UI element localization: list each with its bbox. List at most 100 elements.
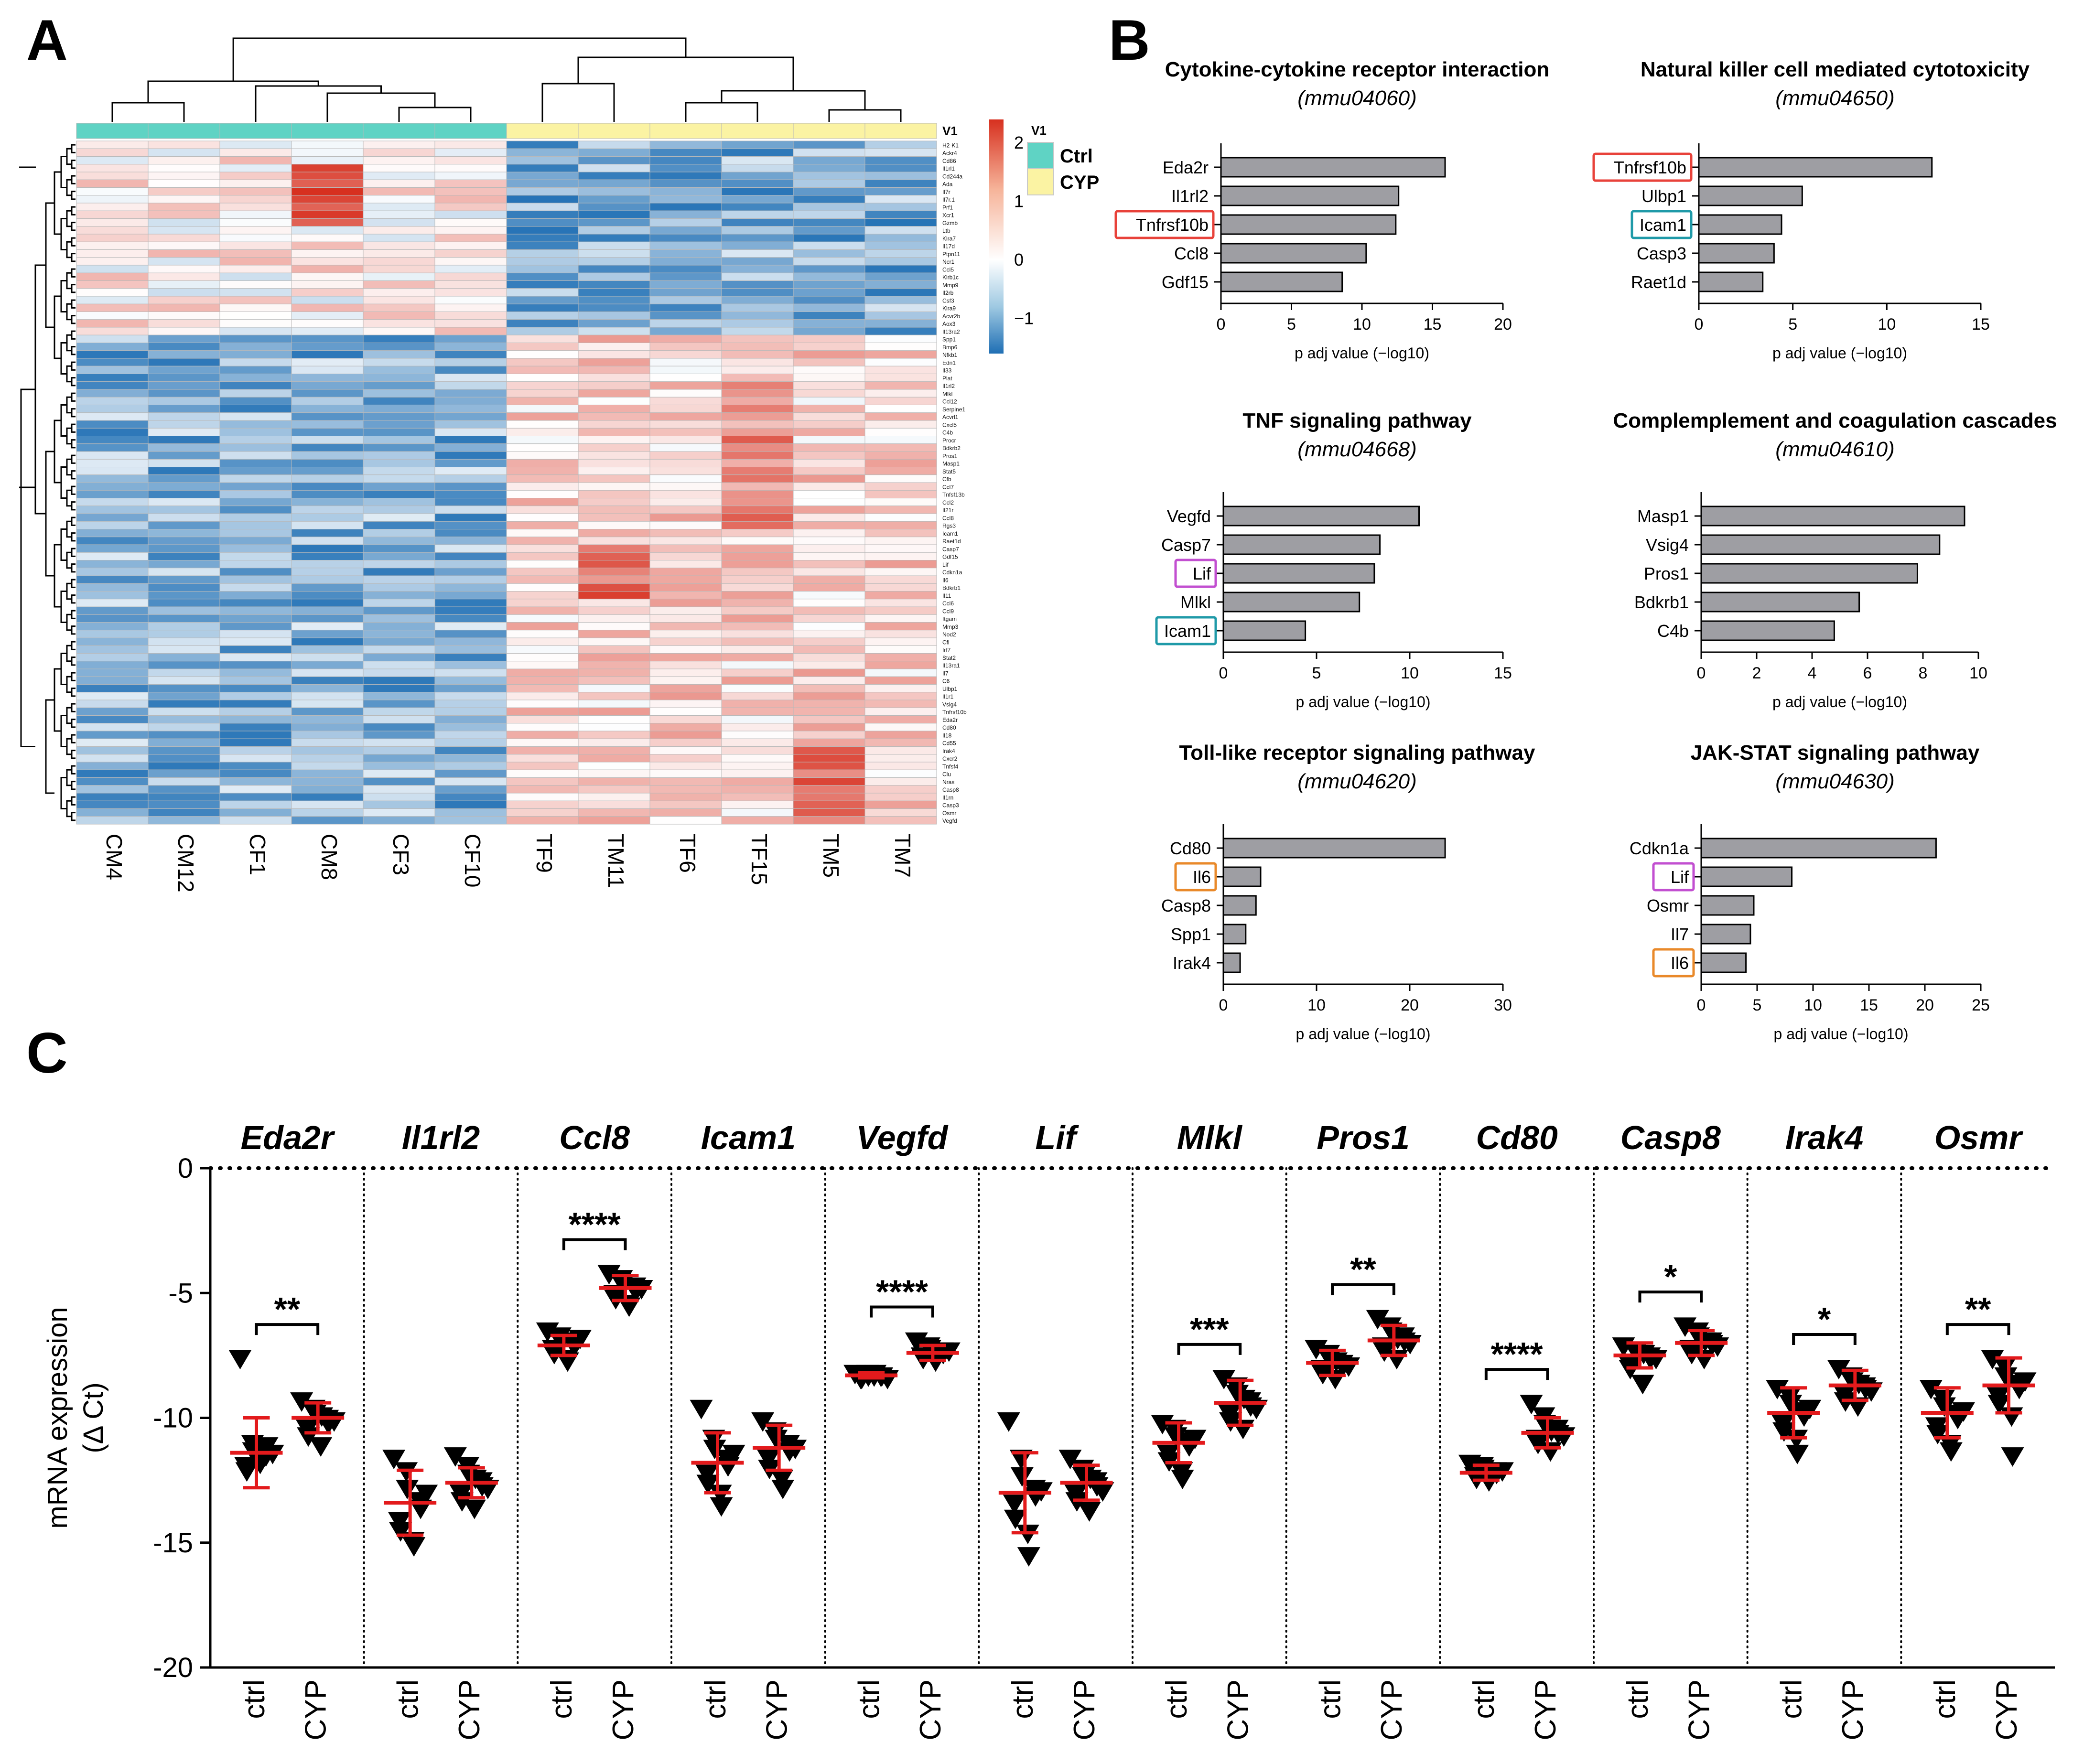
heatmap-cell [793, 785, 865, 794]
heatmap-cell [363, 140, 435, 149]
heatmap-cell [434, 436, 507, 444]
heatmap-cell [363, 389, 435, 398]
heatmap-cell [291, 568, 364, 576]
heatmap-annotation-cell [148, 123, 220, 139]
heatmap-cell [506, 731, 579, 739]
heatmap-gene-label: Tnfrsf10b [942, 709, 967, 716]
heatmap-cell [793, 583, 865, 592]
heatmap-cell [148, 234, 220, 242]
heatmap-cell [148, 272, 220, 281]
bar [1700, 620, 1835, 641]
heatmap-cell [649, 568, 722, 576]
heatmap-cell [864, 544, 937, 553]
row-dendrogram-branch [71, 423, 76, 433]
heatmap-cell [363, 568, 435, 576]
heatmap-gene-label: Tnfsf4 [942, 763, 959, 770]
heatmap-cell [76, 140, 149, 149]
heatmap-cell [578, 746, 650, 755]
heatmap-cell [76, 599, 149, 607]
heatmap-cell [793, 226, 865, 235]
heatmap-cell [649, 474, 722, 483]
heatmap-cell [434, 303, 507, 312]
heatmap-cell [434, 800, 507, 809]
data-point-triangle [1939, 1442, 1963, 1462]
bar-chart-x-tick-label: 15 [1972, 315, 1990, 333]
data-point-triangle [1619, 1360, 1642, 1379]
row-dendrogram-branch [60, 342, 67, 375]
heatmap-cell [291, 637, 364, 646]
bar-category-label: Gdf15 [1162, 272, 1209, 292]
heatmap-cell [864, 785, 937, 794]
row-dendrogram-branch [71, 470, 76, 480]
row-dendrogram-branch [54, 668, 61, 732]
heatmap-cell [363, 513, 435, 522]
heatmap-cell [578, 280, 650, 289]
bar [1700, 592, 1860, 613]
heatmap-cell [219, 529, 292, 538]
heatmap-cell [148, 529, 220, 538]
heatmap-cell [291, 606, 364, 615]
data-point-triangle [1231, 1420, 1255, 1440]
heatmap-cell [864, 249, 937, 258]
heatmap-cell [506, 684, 579, 693]
data-point-triangle [389, 1522, 412, 1542]
heatmap-cell [721, 179, 794, 188]
heatmap-cell [76, 381, 149, 390]
heatmap-cell [434, 699, 507, 708]
heatmap-cell [721, 482, 794, 491]
heatmap-cell [363, 769, 435, 778]
heatmap-cell [649, 529, 722, 538]
heatmap-cell [578, 334, 650, 343]
heatmap-cell [76, 327, 149, 335]
heatmap-cell [506, 800, 579, 809]
heatmap-cell [363, 684, 435, 693]
heatmap-cell [291, 630, 364, 638]
row-dendrogram-branch [71, 408, 76, 418]
heatmap-cell [291, 785, 364, 794]
heatmap-cell [76, 210, 149, 219]
bar-chart-x-label: p adj value (−log10) [1295, 344, 1429, 362]
bar [1700, 506, 1965, 527]
heatmap-cell [434, 358, 507, 366]
heatmap-cell [864, 769, 937, 778]
bar-chart-x-tick-label: 0 [1219, 664, 1228, 682]
heatmap-cell [291, 234, 364, 242]
heatmap-cell [148, 428, 220, 436]
heatmap-cell [291, 506, 364, 514]
heatmap-cell [148, 381, 220, 390]
heatmap-gene-label: Clu [942, 771, 951, 778]
heatmap-cell [434, 793, 507, 801]
heatmap-cell [434, 156, 507, 165]
heatmap-cell [434, 412, 507, 421]
heatmap-cell [793, 676, 865, 685]
heatmap-cell [506, 381, 579, 390]
heatmap-cell [649, 459, 722, 467]
heatmap-cell [363, 234, 435, 242]
heatmap-cell [864, 241, 937, 250]
heatmap-cell [578, 684, 650, 693]
heatmap-cell [864, 164, 937, 172]
heatmap-cell [363, 366, 435, 374]
data-point-triangle [1926, 1425, 1949, 1444]
heatmap-cell [578, 816, 650, 825]
heatmap-cell [721, 676, 794, 685]
heatmap-cell [506, 793, 579, 801]
heatmap-cell [721, 241, 794, 250]
heatmap-cell [363, 692, 435, 700]
heatmap-cell [291, 552, 364, 560]
heatmap-cell [148, 358, 220, 366]
heatmap-cell [721, 343, 794, 351]
heatmap-cell [291, 676, 364, 685]
heatmap-cell [363, 490, 435, 498]
heatmap-cell [434, 552, 507, 560]
heatmap-gene-label: Il7r [942, 189, 950, 195]
heatmap-cell [148, 389, 220, 398]
heatmap-cell [219, 785, 292, 794]
heatmap-cell [506, 474, 579, 483]
data-point-triangle [235, 1462, 259, 1482]
heatmap-cell [363, 405, 435, 413]
heatmap-cell [578, 692, 650, 700]
heatmap-cell [76, 506, 149, 514]
